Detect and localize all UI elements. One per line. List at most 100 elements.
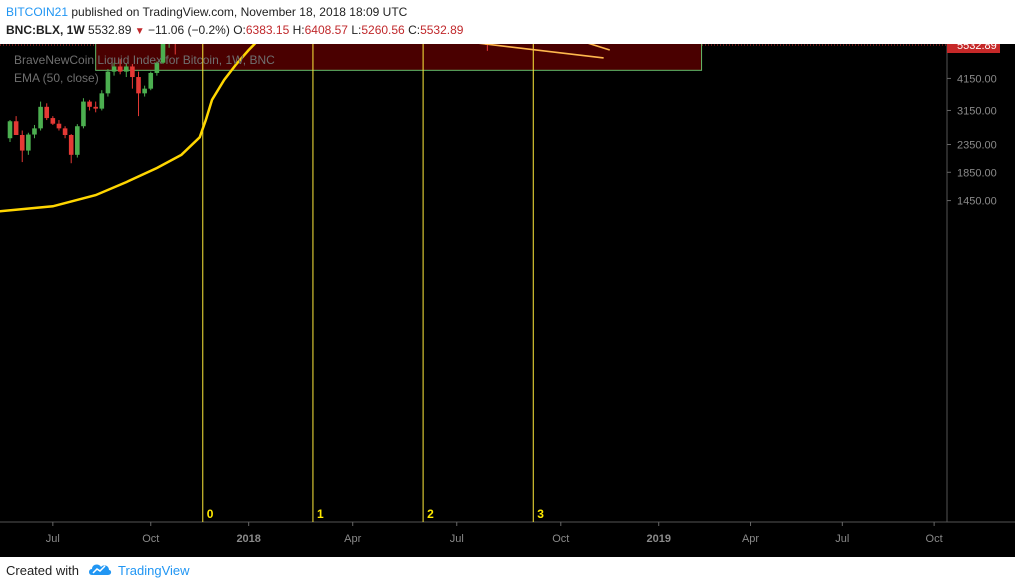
candle-body bbox=[50, 118, 56, 124]
high-value: 6408.57 bbox=[304, 23, 348, 37]
price-axis[interactable]: 1450.00 1850.00 2350.00 3150.00 4150.00 5532.… bbox=[947, 44, 1003, 208]
candle-body bbox=[154, 62, 160, 73]
chart-background bbox=[0, 44, 1015, 557]
candles bbox=[7, 44, 490, 164]
chart-legend-title: BraveNewCoin Liquid Index for Bitcoin, 1… bbox=[14, 53, 275, 67]
candle bbox=[19, 130, 25, 163]
tradingview-link[interactable]: TradingView bbox=[118, 563, 190, 578]
time-tick-label: Apr bbox=[742, 533, 759, 545]
candle-body bbox=[26, 134, 31, 151]
candle bbox=[13, 116, 19, 136]
candle-body bbox=[81, 101, 86, 127]
candle-body bbox=[142, 88, 147, 94]
candle-body bbox=[148, 72, 154, 89]
candle bbox=[56, 120, 62, 131]
vertical-line-label: 3 bbox=[537, 507, 544, 521]
price-tick-label: 3150.00 bbox=[957, 105, 997, 117]
candle-body bbox=[130, 66, 135, 78]
candle bbox=[50, 116, 56, 125]
price-axis-grid bbox=[0, 44, 1015, 523]
candle bbox=[62, 126, 68, 139]
trendline-2 bbox=[478, 44, 604, 59]
candle bbox=[26, 132, 31, 155]
last-price-tag-label: 5532.89 bbox=[957, 44, 997, 52]
candle-body bbox=[62, 128, 68, 136]
close-value: 5532.89 bbox=[420, 23, 464, 37]
close-label: C: bbox=[408, 23, 421, 37]
published-text: published on TradingView.com, November 1… bbox=[71, 5, 408, 19]
time-tick-label: Jul bbox=[835, 533, 849, 545]
vertical-line-label: 2 bbox=[427, 507, 434, 521]
candle bbox=[99, 90, 105, 111]
candle bbox=[44, 103, 50, 121]
candle-body bbox=[160, 44, 166, 63]
time-axis[interactable]: Jul Oct 2018 Apr Jul Oct 2019 Apr Jul Oct bbox=[46, 522, 943, 545]
candle bbox=[123, 63, 129, 78]
candle bbox=[87, 99, 92, 111]
candle bbox=[7, 120, 13, 143]
low-label: L: bbox=[351, 23, 362, 37]
candle bbox=[174, 44, 176, 55]
candle bbox=[38, 101, 43, 131]
price-tick-label: 1850.00 bbox=[957, 167, 997, 179]
price-change: −11.06 (−0.2%) bbox=[148, 23, 230, 37]
candle bbox=[75, 124, 80, 158]
author-link[interactable]: BITCOIN21 bbox=[6, 5, 69, 19]
created-with-label: Created with bbox=[6, 563, 79, 578]
ema-line bbox=[0, 44, 257, 213]
open-label: O: bbox=[233, 23, 246, 37]
candle bbox=[168, 44, 170, 48]
candle bbox=[105, 69, 111, 97]
candle-body bbox=[99, 93, 105, 109]
candle-body bbox=[56, 123, 62, 129]
candle-body bbox=[32, 128, 37, 135]
time-tick-label: Jul bbox=[46, 533, 60, 545]
candle bbox=[154, 61, 160, 76]
price-tick-label: 1450.00 bbox=[957, 196, 997, 208]
candle-body bbox=[87, 101, 92, 107]
time-tick-label: 2018 bbox=[236, 533, 260, 545]
tradingview-cloud-icon bbox=[89, 564, 112, 575]
vertical-line-label: 1 bbox=[317, 507, 324, 521]
vertical-markers: 0 1 2 3 bbox=[202, 44, 544, 522]
chart-legend-indicator: EMA (50, close) bbox=[14, 71, 99, 85]
time-tick-label: 2019 bbox=[646, 533, 670, 545]
trendlines bbox=[478, 44, 610, 59]
candle bbox=[142, 85, 147, 97]
price-tick-label: 4150.00 bbox=[957, 73, 997, 85]
open-value: 6383.15 bbox=[245, 23, 290, 37]
candle-body bbox=[93, 106, 98, 109]
footer: Created with TradingView bbox=[0, 557, 1015, 587]
candle-body bbox=[111, 66, 117, 72]
time-tick-label: Oct bbox=[142, 533, 159, 545]
candle-body bbox=[38, 106, 43, 129]
time-tick-label: Apr bbox=[344, 533, 361, 545]
candle bbox=[68, 134, 74, 164]
time-tick-label: Oct bbox=[552, 533, 569, 545]
last-price: 5532.89 bbox=[88, 23, 132, 37]
high-label: H: bbox=[292, 23, 305, 37]
time-tick-label: Oct bbox=[926, 533, 943, 545]
last-price-tag bbox=[947, 44, 1000, 54]
candle-body bbox=[19, 135, 25, 151]
candle-body bbox=[105, 71, 111, 94]
chart-header: BITCOIN21 published on TradingView.com, … bbox=[0, 0, 1015, 44]
candle bbox=[81, 98, 86, 129]
candle-body bbox=[68, 135, 74, 155]
price-tick-label: 2350.00 bbox=[957, 139, 997, 151]
down-arrow-icon: ▼ bbox=[134, 26, 145, 37]
vertical-line-label: 0 bbox=[207, 507, 214, 521]
candle-body bbox=[123, 66, 129, 72]
candle bbox=[148, 71, 154, 91]
low-value: 5260.56 bbox=[361, 23, 405, 37]
candle bbox=[136, 71, 141, 117]
candle bbox=[130, 63, 135, 89]
candle-body bbox=[75, 126, 80, 155]
publish-info: BITCOIN21 published on TradingView.com, … bbox=[6, 5, 407, 19]
candle-body bbox=[13, 121, 19, 136]
candle-body bbox=[136, 77, 141, 94]
ema-50-line bbox=[0, 44, 257, 213]
candle bbox=[93, 101, 98, 113]
candle bbox=[117, 59, 123, 75]
